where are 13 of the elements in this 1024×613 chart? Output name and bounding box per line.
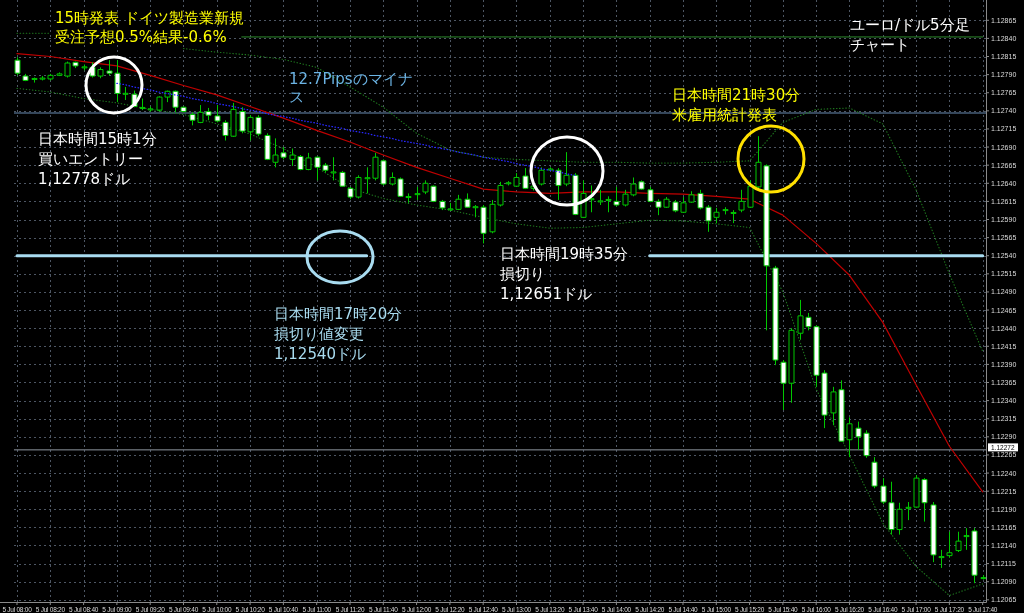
annotation: 日本時間15時1分	[38, 129, 157, 148]
annotation: 1,12651ドル	[500, 284, 593, 303]
annotation: 日本時間19時35分	[500, 244, 629, 263]
title: ユーロ/ドル5分足チャート	[850, 15, 970, 54]
annotation: 1,12540ドル	[274, 344, 367, 363]
annotation: 日本時間21時30分米雇用統計発表	[672, 85, 801, 124]
annotation: 損切り値変更	[274, 324, 364, 343]
annotation: 12.7Pipsのマイナス	[289, 69, 413, 106]
annotation: 15時発表 ドイツ製造業新規受注予想0.5%結果-0.6%	[55, 8, 244, 46]
annotation: 1,12778ドル	[38, 169, 131, 188]
annotation: 日本時間17時20分	[274, 304, 403, 323]
annotation: 損切り	[500, 264, 545, 283]
annotation: 買いエントリー	[38, 149, 143, 168]
